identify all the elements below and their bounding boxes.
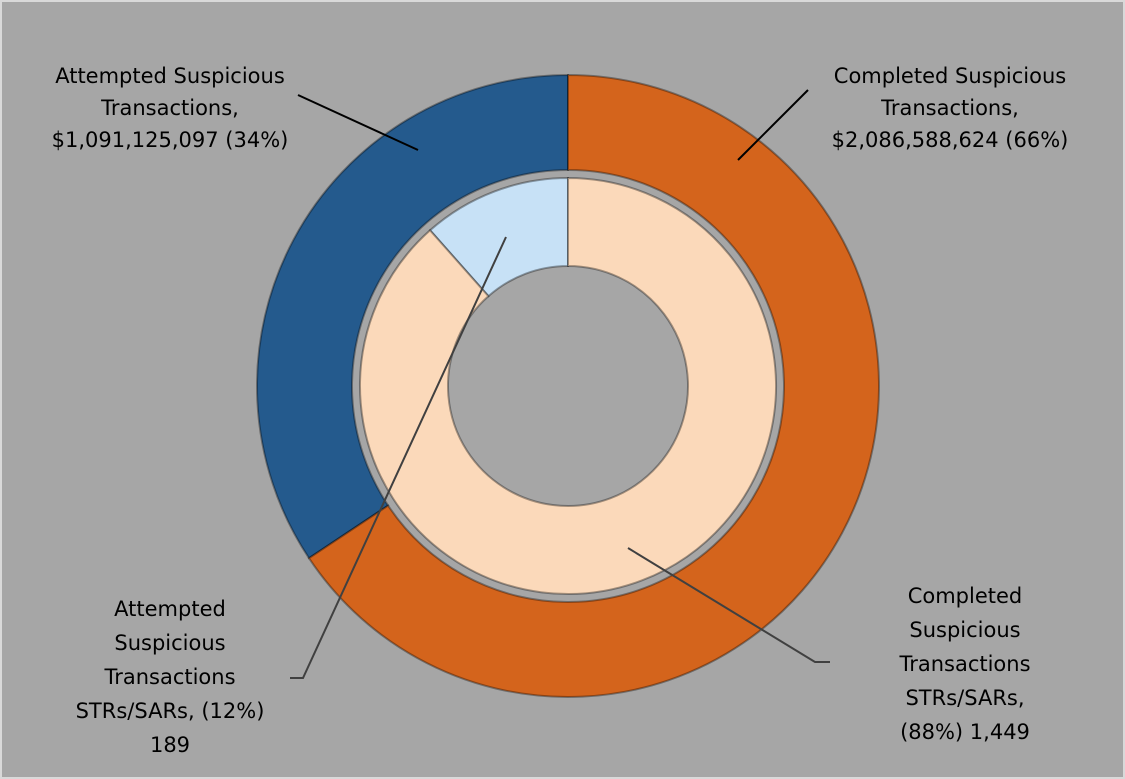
- slice-label: Attempted Suspicious Transactions, $1,091,…: [52, 64, 289, 152]
- leader-line: [627, 547, 830, 663]
- label-line: $2,086,588,624 (66%): [832, 128, 1069, 152]
- label-line: $1,091,125,097 (34%): [52, 128, 289, 152]
- label-line: (88%) 1,449: [900, 720, 1030, 744]
- label-line: Completed Suspicious: [834, 64, 1066, 88]
- leader-lines: [290, 89, 830, 679]
- slice-label: Completed Suspicious Transactions STRs/SARs…: [898, 584, 1030, 744]
- donut-slice: [428, 176, 569, 298]
- leader-line: [290, 236, 507, 679]
- label-line: Completed: [908, 584, 1023, 608]
- label-line: STRs/SARs, (12%): [76, 699, 265, 723]
- labels: Attempted Suspicious Transactions, $1,091,…: [52, 64, 1069, 757]
- donut-slice: [307, 73, 880, 698]
- label-line: Transactions: [898, 652, 1030, 676]
- label-line: Attempted: [114, 597, 226, 621]
- label-line: Attempted Suspicious: [55, 64, 285, 88]
- donut-slice: [256, 73, 569, 560]
- label-line: Suspicious: [909, 618, 1020, 642]
- donut-slice: [359, 176, 777, 595]
- label-line: Transactions: [103, 665, 235, 689]
- slice-label: Attempted Suspicious Transactions STRs/SARs…: [76, 597, 265, 757]
- label-line: 189: [150, 733, 190, 757]
- label-line: Suspicious: [114, 631, 225, 655]
- label-line: Transactions,: [100, 96, 239, 120]
- slice-label: Completed Suspicious Transactions, $2,086,…: [832, 64, 1069, 152]
- label-line: STRs/SARs,: [905, 686, 1024, 710]
- label-line: Transactions,: [880, 96, 1019, 120]
- leader-line: [297, 94, 419, 151]
- rings: [256, 73, 880, 698]
- leader-line: [737, 89, 809, 161]
